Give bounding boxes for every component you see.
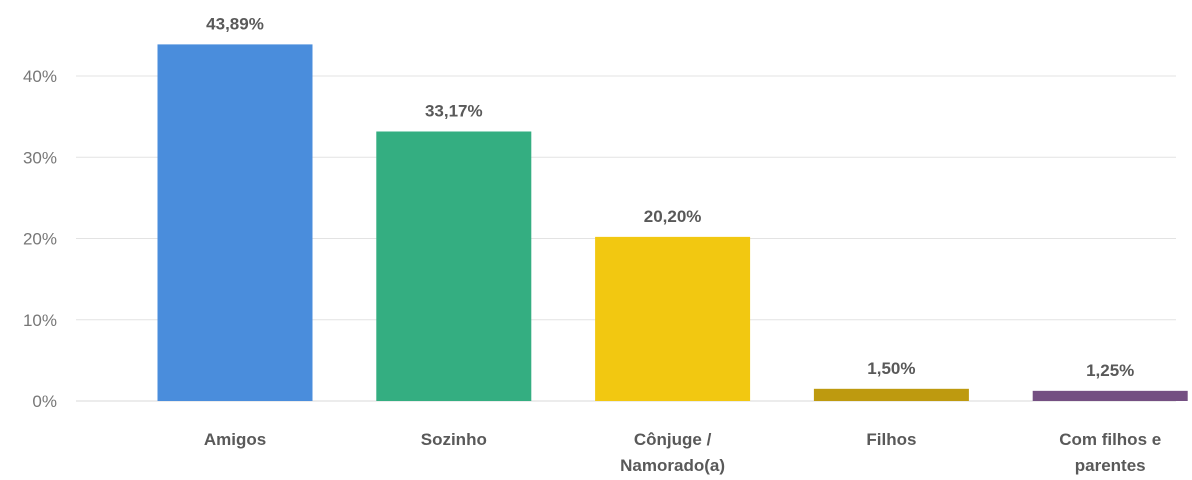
bars xyxy=(157,44,1188,402)
data-label: 43,89% xyxy=(206,14,264,33)
x-category-label: Amigos xyxy=(204,430,266,449)
x-category-label: Com filhos e parentes xyxy=(1059,430,1161,475)
bar xyxy=(595,236,751,401)
x-category-label: Filhos xyxy=(866,430,916,449)
x-axis-categories: Amigos Sozinho Cônjuge / Namorado(a) Filhos C… xyxy=(204,430,1161,475)
data-label: 1,50% xyxy=(867,359,915,378)
bar xyxy=(376,131,532,401)
data-label: 33,17% xyxy=(425,101,483,120)
y-tick-label: 30% xyxy=(23,148,57,167)
x-category-label: Sozinho xyxy=(421,430,487,449)
data-label: 20,20% xyxy=(644,207,702,226)
x-category-label: Cônjuge / Namorado(a) xyxy=(620,430,725,475)
y-axis-ticks: 0% 10% 20% 30% 40% xyxy=(23,67,57,411)
bar xyxy=(157,44,313,402)
bar xyxy=(1032,390,1188,401)
y-tick-label: 0% xyxy=(32,392,57,411)
y-tick-label: 20% xyxy=(23,230,57,249)
data-labels: 43,89% 33,17% 20,20% 1,50% 1,25% xyxy=(206,14,1134,379)
bar xyxy=(813,388,969,401)
data-label: 1,25% xyxy=(1086,361,1134,380)
y-tick-label: 10% xyxy=(23,311,57,330)
y-tick-label: 40% xyxy=(23,67,57,86)
